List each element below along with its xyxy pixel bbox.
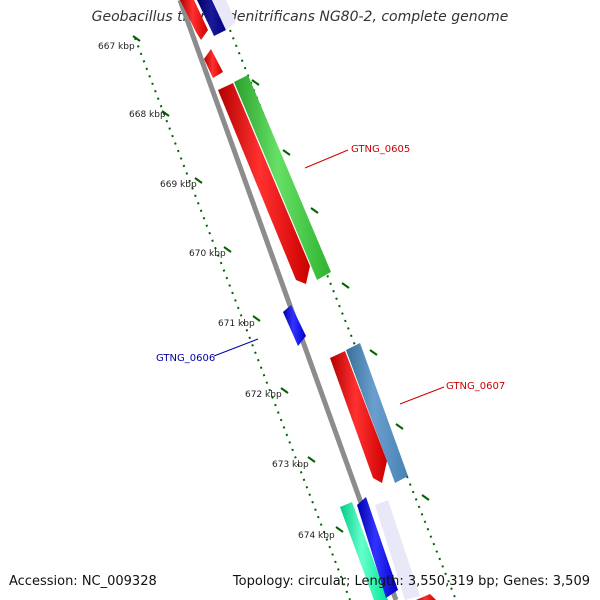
tick-label-671: 671 kbp — [218, 319, 255, 329]
gene-label-line-0606 — [213, 338, 259, 357]
gene-arrow-top-red[interactable] — [180, 0, 208, 40]
right-major-ticks — [251, 79, 430, 501]
gene-label-0606[interactable]: GTNG_0606 — [156, 353, 215, 364]
gene-arrow-green[interactable] — [234, 75, 331, 280]
tick-label-668: 668 kbp — [129, 110, 166, 120]
gene-label-0607[interactable]: GTNG_0607 — [446, 381, 505, 392]
gene-arrow-red-0605[interactable] — [218, 83, 310, 284]
gene-arrow-top-white — [212, 0, 236, 30]
tick-label-672: 672 kbp — [245, 390, 282, 400]
gene-arrow-red-bottom[interactable] — [416, 594, 436, 600]
accession-text: Accession: NC_009328 — [9, 574, 157, 589]
gene-label-line-0605 — [304, 149, 349, 169]
genome-backbone — [177, 0, 399, 600]
gene-arrow-red-2[interactable] — [330, 351, 387, 483]
gene-label-0605[interactable]: GTNG_0605 — [351, 144, 410, 155]
gene-arrow-small-red[interactable] — [204, 49, 223, 78]
gene-arrow-blue-bottom[interactable] — [357, 497, 398, 598]
gene-arrow-top-navy[interactable] — [197, 0, 226, 36]
tick-label-669: 669 kbp — [160, 180, 197, 190]
tick-label-673: 673 kbp — [272, 460, 309, 470]
gene-arrow-steelblue-0607[interactable] — [346, 343, 408, 483]
tick-label-670: 670 kbp — [189, 249, 226, 259]
gene-arrow-white-bottom — [375, 500, 420, 600]
gene-label-line-0607 — [399, 386, 445, 405]
tick-label-667: 667 kbp — [98, 42, 135, 52]
tick-label-674: 674 kbp — [298, 531, 335, 541]
gene-arrow-blue-0606[interactable] — [283, 305, 306, 346]
left-major-ticks — [132, 35, 344, 533]
gene-arrow-cyan[interactable] — [340, 502, 388, 600]
genome-summary-text: Topology: circular; Length: 3,550,319 bp… — [232, 574, 590, 589]
